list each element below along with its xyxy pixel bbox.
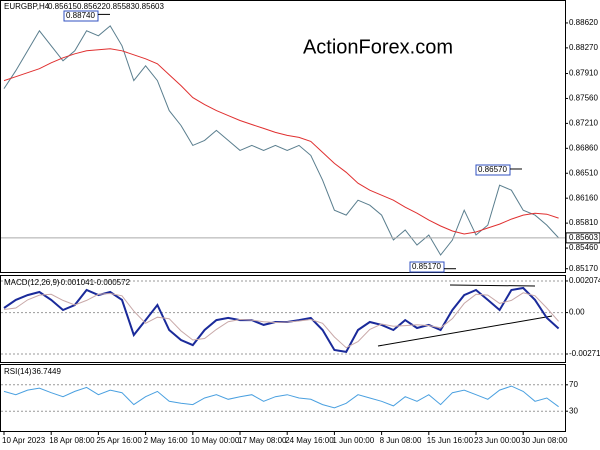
y-tick-label: 0.87560 bbox=[569, 94, 598, 103]
ohlc-value: 0.85622 bbox=[77, 2, 106, 11]
annotation-box bbox=[63, 10, 99, 22]
x-tick-label: 25 Apr 16:00 bbox=[96, 436, 142, 445]
y-tick-label: 0.86510 bbox=[569, 168, 598, 177]
y-tick-label: 0.002074 bbox=[569, 276, 600, 285]
x-tick-label: 15 Jun 16:00 bbox=[427, 436, 474, 445]
annotation-label: 0.86570 bbox=[478, 165, 507, 174]
x-tick-label: 17 May 08:00 bbox=[238, 436, 287, 445]
current-price-label: 0.85603 bbox=[569, 233, 598, 242]
y-tick-label: 0.87210 bbox=[569, 119, 598, 128]
y-tick-label: 0.88270 bbox=[569, 43, 598, 52]
annotation-label: 0.85170 bbox=[412, 262, 441, 271]
y-tick-label: 0.85460 bbox=[569, 243, 598, 252]
watermark: ActionForex.com bbox=[303, 36, 453, 58]
x-tick-label: 8 Jun 08:00 bbox=[380, 436, 422, 445]
series-line bbox=[3, 385, 559, 409]
panel-title: RSI(14) bbox=[4, 367, 32, 376]
indicator-value: -0.000572 bbox=[94, 278, 131, 287]
y-tick-label: 0.00 bbox=[569, 308, 585, 317]
price-panel bbox=[0, 0, 566, 273]
series-line bbox=[3, 292, 559, 349]
x-tick-label: 24 May 16:00 bbox=[285, 436, 334, 445]
x-tick-label: 10 May 00:00 bbox=[191, 436, 240, 445]
y-tick-label: 0.87910 bbox=[569, 69, 598, 78]
series-line bbox=[3, 48, 559, 235]
panel-title: MACD(12,26,9) bbox=[4, 278, 60, 287]
indicator-value: 36.7449 bbox=[32, 367, 61, 376]
y-tick-label: 0.86860 bbox=[569, 143, 598, 152]
ohlc-value: 0.85583 bbox=[106, 2, 135, 11]
x-tick-label: 10 Apr 2023 bbox=[2, 436, 46, 445]
macd-panel bbox=[0, 275, 566, 363]
y-tick-label: 30 bbox=[569, 406, 578, 415]
annotation-box bbox=[409, 261, 445, 273]
y-tick-label: 0.88620 bbox=[569, 18, 598, 27]
ohlc-value: 0.85603 bbox=[135, 2, 164, 11]
annotation-box bbox=[475, 164, 511, 176]
current-price-box bbox=[565, 232, 600, 244]
y-tick-label: -0.002716 bbox=[569, 349, 600, 358]
trend-line bbox=[377, 315, 553, 347]
trend-line bbox=[449, 284, 536, 287]
x-tick-label: 30 Jun 08:00 bbox=[521, 436, 568, 445]
rsi-panel bbox=[0, 364, 566, 432]
annotation-label: 0.88740 bbox=[66, 11, 95, 20]
ohlc-value: 0.85615 bbox=[48, 2, 77, 11]
panel-title: EURGBP,H4 bbox=[4, 2, 50, 11]
y-tick-label: 0.86160 bbox=[569, 193, 598, 202]
indicator-value: -0.001041 bbox=[58, 278, 95, 287]
series-line bbox=[3, 25, 559, 256]
x-tick-label: 18 Apr 08:00 bbox=[49, 436, 95, 445]
x-tick-label: 1 Jun 00:00 bbox=[332, 436, 374, 445]
y-tick-label: 70 bbox=[569, 380, 578, 389]
x-tick-label: 2 May 16:00 bbox=[144, 436, 189, 445]
y-tick-label: 0.85810 bbox=[569, 218, 598, 227]
y-tick-label: 0.85170 bbox=[569, 264, 598, 273]
x-tick-label: 23 Jun 00:00 bbox=[474, 436, 521, 445]
